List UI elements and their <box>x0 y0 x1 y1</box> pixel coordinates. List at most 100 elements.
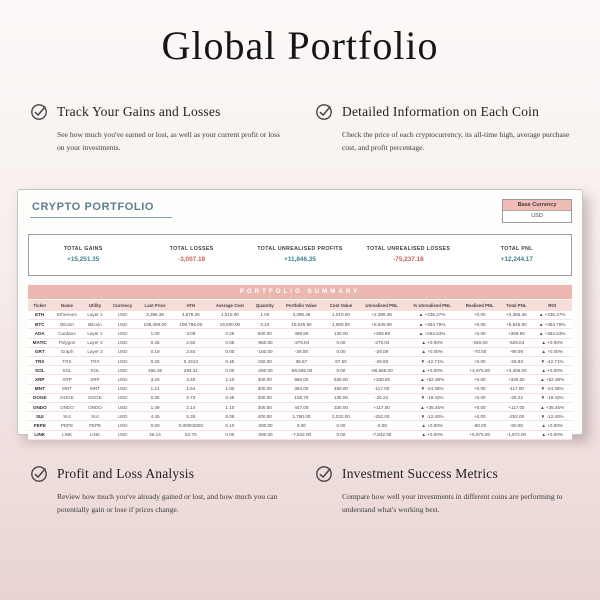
column-header: Realised PNL <box>459 299 501 311</box>
table-cell: ▲ +0.00% <box>405 365 460 376</box>
table-cell: +117.00 <box>500 402 533 413</box>
feature-pnl-analysis: Profit and Loss Analysis Review how much… <box>30 465 285 517</box>
portfolio-summary-bar: PORTFOLIO SUMMARY <box>28 284 572 299</box>
table-cell: ▲ +0.00% <box>405 338 460 348</box>
table-cell: -66,565.00 <box>358 365 406 376</box>
table-cell: 1,010.00 <box>209 310 251 321</box>
table-cell: 5.08 <box>209 411 251 422</box>
table-row: LINK LINK LINK USD 26.14 52.70 0.00 -300.00 -7,8… <box>28 430 572 440</box>
table-cell: -7,842.00 <box>358 430 406 440</box>
table-cell: -117.00 <box>358 384 406 394</box>
table-cell: +0.00 <box>459 384 501 394</box>
table-cell: ▲ +0.00% <box>532 430 572 440</box>
table-cell: 150.00 <box>250 356 279 367</box>
table-cell: 0.00 <box>209 430 251 440</box>
check-circle-icon <box>31 104 47 120</box>
table-cell: ▲ +35.45% <box>405 402 460 413</box>
table-cell: 0.73 <box>172 393 210 403</box>
table-cell: 19,000.00 <box>209 319 251 330</box>
table-cell: -26.22 <box>358 393 406 403</box>
table-cell: +117.00 <box>358 402 406 413</box>
summary-cell: TOTAL UNREALISED LOSSES -75,237.18 <box>354 235 462 275</box>
column-header: Utility <box>82 299 108 311</box>
table-cell: +2,386.36 <box>358 310 406 321</box>
table-cell: 3.20 <box>137 374 173 385</box>
table-cell: 400.00 <box>250 411 279 422</box>
table-cell: ▲ +0.00% <box>405 420 460 431</box>
table-cell: 500.00 <box>250 328 279 339</box>
table-cell: ▼ -12.40% <box>405 411 460 422</box>
column-header: Quantity <box>250 299 279 311</box>
table-cell: +0.00 <box>459 411 501 422</box>
base-currency-value[interactable]: USD <box>531 213 543 220</box>
table-row: MNT MNT MNT USD 1.21 1.54 1.60 300.00 363.00 480.… <box>28 384 572 394</box>
base-currency-label: Base Currency <box>503 199 571 211</box>
table-cell: -379.04 <box>358 338 406 348</box>
column-header: ROI <box>532 299 572 311</box>
table-cell: +8,645.90 <box>358 319 406 330</box>
table-cell: 0.00 <box>323 365 359 376</box>
table-cell: -150.00 <box>250 347 279 358</box>
table-cell: ETH <box>28 310 52 321</box>
table-cell: ▲ +0.00% <box>532 420 572 431</box>
table-row: SUI SUI SUI USD 4.45 5.35 5.08 400.00 1,780.00 2,… <box>28 411 572 422</box>
check-circle-icon <box>316 465 332 482</box>
table-cell: -80.00 <box>500 420 533 431</box>
table-cell: TRX <box>28 356 52 367</box>
table-cell: 3.40 <box>172 374 210 385</box>
table-cell: ONDO <box>51 402 83 413</box>
column-header: Portfolio Value <box>278 299 324 311</box>
table-cell: PEPE <box>28 420 52 431</box>
table-cell: ▲ +52.38% <box>405 374 460 385</box>
table-cell: +0.00 <box>459 319 501 330</box>
table-cell: 105,459.00 <box>137 319 173 330</box>
base-currency-selector[interactable]: Base Currency USD <box>502 198 572 223</box>
header-row: Ticker Name Utility Currency Last Price ATH Av… <box>28 299 572 311</box>
table-cell: 480.00 <box>323 384 359 394</box>
table-cell: ▼ -42.71% <box>405 356 460 367</box>
feature-success-metrics: Investment Success Metrics Compare how w… <box>315 465 570 517</box>
table-cell: ADA <box>28 328 52 339</box>
table-cell: SUI <box>28 411 52 422</box>
portfolio-table-body: ETH Ethereum Layer 1 USD 3,396.36 4,878.26 1,0… <box>28 310 572 440</box>
table-cell: -29.09 <box>358 347 406 358</box>
table-cell: ▲ +0.00% <box>532 347 572 358</box>
table-cell: 67.50 <box>323 356 359 367</box>
table-cell: 1.10 <box>209 402 251 413</box>
table-cell: 0.45 <box>137 338 173 348</box>
table-cell: Polygon <box>51 338 83 348</box>
table-cell: Graph <box>51 347 83 358</box>
table-cell: -80.00 <box>459 420 501 431</box>
column-header: Name <box>51 299 83 311</box>
table-cell: 1,010.00 <box>323 310 359 321</box>
table-cell: Cardano <box>51 328 83 339</box>
table-cell: 960.00 <box>278 374 324 385</box>
table-cell: DOGE <box>51 393 83 403</box>
table-cell: 0.19 <box>137 347 173 358</box>
table-cell: +369.89 <box>500 328 533 339</box>
table-cell: 1.00 <box>250 310 279 321</box>
table-cell: ▼ -24.38% <box>532 384 572 394</box>
table-cell: 4,878.26 <box>172 310 210 321</box>
summary-value: -75,237.18 <box>393 256 424 264</box>
table-cell: SOL <box>82 365 108 376</box>
table-cell: 0.45 <box>209 356 251 367</box>
table-cell: -379.04 <box>278 338 324 348</box>
table-cell: 0.26 <box>209 328 251 339</box>
table-cell: -7,842.00 <box>278 430 324 440</box>
table-cell: 0.00 <box>323 420 359 431</box>
table-cell: +330.00 <box>358 374 406 385</box>
table-cell: USD <box>107 319 138 330</box>
table-cell: LINK <box>51 430 83 440</box>
table-cell: USD <box>107 393 138 403</box>
table-cell: 0.00002803 <box>172 420 210 431</box>
table-cell: SOL <box>51 365 83 376</box>
column-header: Last Price <box>137 299 173 311</box>
table-cell: -26.22 <box>500 393 533 403</box>
table-cell: XRP <box>28 374 52 385</box>
summary-label: TOTAL GAINS <box>63 246 103 253</box>
table-cell: ▲ +35.45% <box>532 402 572 413</box>
table-cell: USD <box>107 328 138 339</box>
table-cell: 2.10 <box>209 374 251 385</box>
table-cell: ▼ -19.42% <box>405 393 460 403</box>
